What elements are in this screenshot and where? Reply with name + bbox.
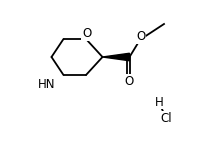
Polygon shape (103, 53, 129, 61)
Text: HN: HN (37, 78, 55, 91)
Text: H: H (154, 96, 163, 108)
Text: Cl: Cl (160, 112, 172, 125)
Text: O: O (136, 30, 145, 43)
Text: O: O (125, 75, 134, 88)
Text: O: O (82, 27, 91, 40)
